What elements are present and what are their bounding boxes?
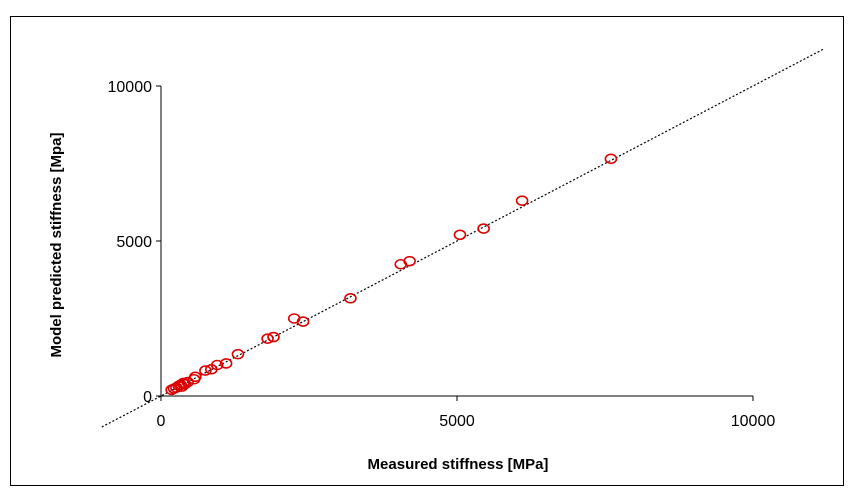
data-point	[199, 365, 212, 376]
data-point	[178, 378, 191, 390]
x-tick-label: 0	[157, 413, 166, 430]
data-point	[181, 376, 194, 388]
data-point	[477, 223, 490, 234]
data-point	[604, 153, 618, 165]
x-tick-labels: 0 5000 10000	[157, 413, 776, 430]
data-point	[296, 316, 310, 327]
y-tick-label: 10000	[108, 79, 153, 96]
data-point	[344, 293, 357, 304]
data-point	[219, 358, 233, 369]
y-tick-label: 0	[143, 389, 152, 406]
data-point	[210, 359, 224, 371]
data-point	[453, 229, 467, 241]
data-point	[267, 331, 280, 343]
x-tick-label: 10000	[731, 413, 776, 430]
y-tick-labels: 0 5000 10000	[108, 79, 153, 406]
data-points	[165, 153, 618, 396]
data-point	[261, 333, 274, 344]
data-point	[515, 195, 529, 206]
x-tick-label: 5000	[439, 413, 475, 430]
y-tick-label: 5000	[116, 234, 152, 251]
data-point	[231, 348, 245, 360]
data-point	[403, 255, 416, 267]
x-axis-title: Measured stiffness [MPa]	[368, 456, 549, 473]
data-point	[189, 371, 202, 383]
chart-frame	[10, 16, 844, 486]
axes	[156, 85, 754, 401]
y-axis-title: Model predicted stiffness [Mpa]	[48, 132, 65, 357]
